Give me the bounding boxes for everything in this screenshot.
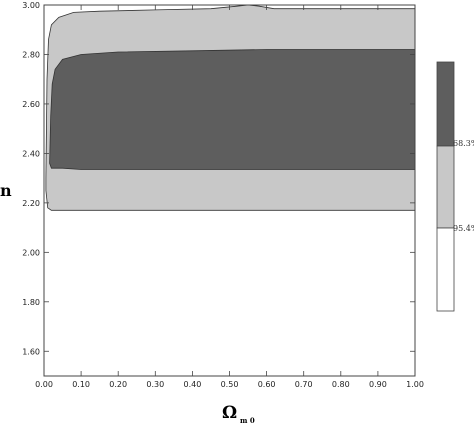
y-tick-label: 2.60 xyxy=(22,100,40,109)
legend-label-95: 95.4% xyxy=(453,224,474,233)
legend-swatch-outside xyxy=(436,227,455,312)
y-tick-label: 2.40 xyxy=(22,149,40,158)
y-tick-label: 2.20 xyxy=(22,199,40,208)
plot-border xyxy=(43,4,416,377)
x-tick-label: 0.90 xyxy=(369,380,387,389)
legend: 68.3% 95.4% xyxy=(436,61,474,312)
confidence-regions xyxy=(45,4,416,211)
x-tick-label: 1.00 xyxy=(406,380,424,389)
legend-label-68: 68.3% xyxy=(453,139,474,148)
x-axis-label: Ω xyxy=(222,403,237,423)
confidence-region-68 xyxy=(49,49,416,170)
x-tick-label: 0.70 xyxy=(295,380,313,389)
x-axis-label-subscript: m 0 xyxy=(240,416,255,425)
x-tick-label: 0.00 xyxy=(35,380,53,389)
x-tick-label: 0.50 xyxy=(221,380,239,389)
y-tick-label: 3.00 xyxy=(22,1,40,10)
y-tick-label: 2.00 xyxy=(22,248,40,257)
x-tick-label: 0.20 xyxy=(109,380,127,389)
x-tick-label: 0.60 xyxy=(258,380,276,389)
x-tick-label: 0.40 xyxy=(183,380,201,389)
y-axis-label: n xyxy=(0,181,12,200)
legend-swatch-95 xyxy=(436,145,455,229)
legend-swatch-68 xyxy=(436,61,455,147)
x-tick-label: 0.30 xyxy=(146,380,164,389)
x-tick-label: 0.80 xyxy=(332,380,350,389)
y-tick-label: 1.60 xyxy=(22,347,40,356)
y-tick-label: 1.80 xyxy=(22,298,40,307)
y-tick-label: 2.80 xyxy=(22,50,40,59)
axes: 0.00 0.10 0.20 0.30 0.40 0.50 0.60 0.70 0.80 0.90… xyxy=(22,1,424,389)
x-tick-label: 0.10 xyxy=(72,380,90,389)
